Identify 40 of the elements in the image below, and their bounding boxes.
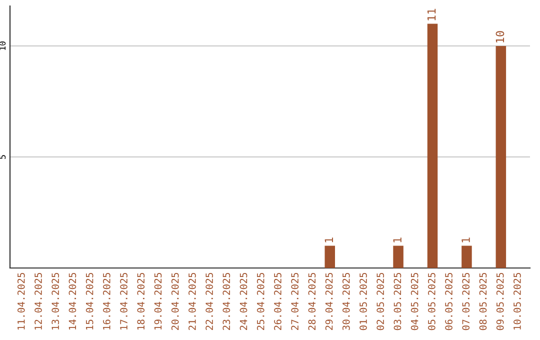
x-tick-label: 21.04.2025 bbox=[188, 272, 196, 330]
x-tick-label: 25.04.2025 bbox=[256, 272, 264, 330]
data-label: 1 bbox=[462, 238, 470, 242]
x-tick-label: 22.04.2025 bbox=[206, 272, 213, 330]
x-tick-label: 01.05.2025 bbox=[360, 272, 367, 330]
x-tick-label: 17.04.2025 bbox=[120, 272, 128, 330]
x-tick-label: 18.04.2025 bbox=[137, 272, 145, 330]
x-tick-label: 04.05.2025 bbox=[410, 272, 418, 330]
x-tick-label: 15.04.2025 bbox=[86, 272, 94, 330]
x-tick-label: 26.04.2025 bbox=[274, 272, 282, 330]
data-label: 10 bbox=[496, 31, 504, 42]
x-tick-label: 09.05.2025 bbox=[496, 272, 504, 330]
x-tick-label: 13.04.2025 bbox=[52, 272, 60, 330]
x-tick-label: 08.05.2025 bbox=[479, 272, 487, 330]
data-label: 1 bbox=[393, 238, 402, 242]
data-label: 1 bbox=[324, 238, 333, 242]
x-tick-label: 03.05.2025 bbox=[394, 272, 402, 330]
x-tick-label: 02.05.2025 bbox=[376, 272, 384, 330]
x-tick-label: 07.05.2025 bbox=[462, 272, 470, 330]
x-tick-label: 10.05.2025 bbox=[514, 272, 521, 330]
x-tick-label: 29.04.2025 bbox=[325, 272, 333, 330]
x-tick-label: 28.04.2025 bbox=[308, 272, 316, 330]
bar bbox=[462, 246, 472, 268]
x-tick-label: 24.04.2025 bbox=[240, 272, 248, 330]
data-label: 11 bbox=[427, 8, 436, 20]
x-tick-label: 19.04.2025 bbox=[154, 272, 162, 330]
bar bbox=[393, 246, 404, 268]
x-tick-label: 14.04.2025 bbox=[68, 272, 76, 330]
x-tick-label: 27.04.2025 bbox=[291, 272, 299, 330]
x-tick-label: 05.05.2025 bbox=[428, 272, 436, 330]
x-tick-label: 30.04.2025 bbox=[342, 272, 350, 330]
x-tick-label: 06.05.2025 bbox=[445, 272, 452, 330]
bar bbox=[324, 246, 335, 268]
x-tick-label: 11.04.2025 bbox=[17, 272, 25, 330]
x-tick-label: 20.04.2025 bbox=[171, 272, 179, 330]
x-tick-label: 23.04.2025 bbox=[222, 272, 230, 330]
x-tick-label: 16.04.2025 bbox=[102, 272, 110, 330]
bar bbox=[496, 46, 506, 268]
bar bbox=[427, 24, 438, 268]
x-tick-label: 12.04.2025 bbox=[34, 272, 42, 330]
